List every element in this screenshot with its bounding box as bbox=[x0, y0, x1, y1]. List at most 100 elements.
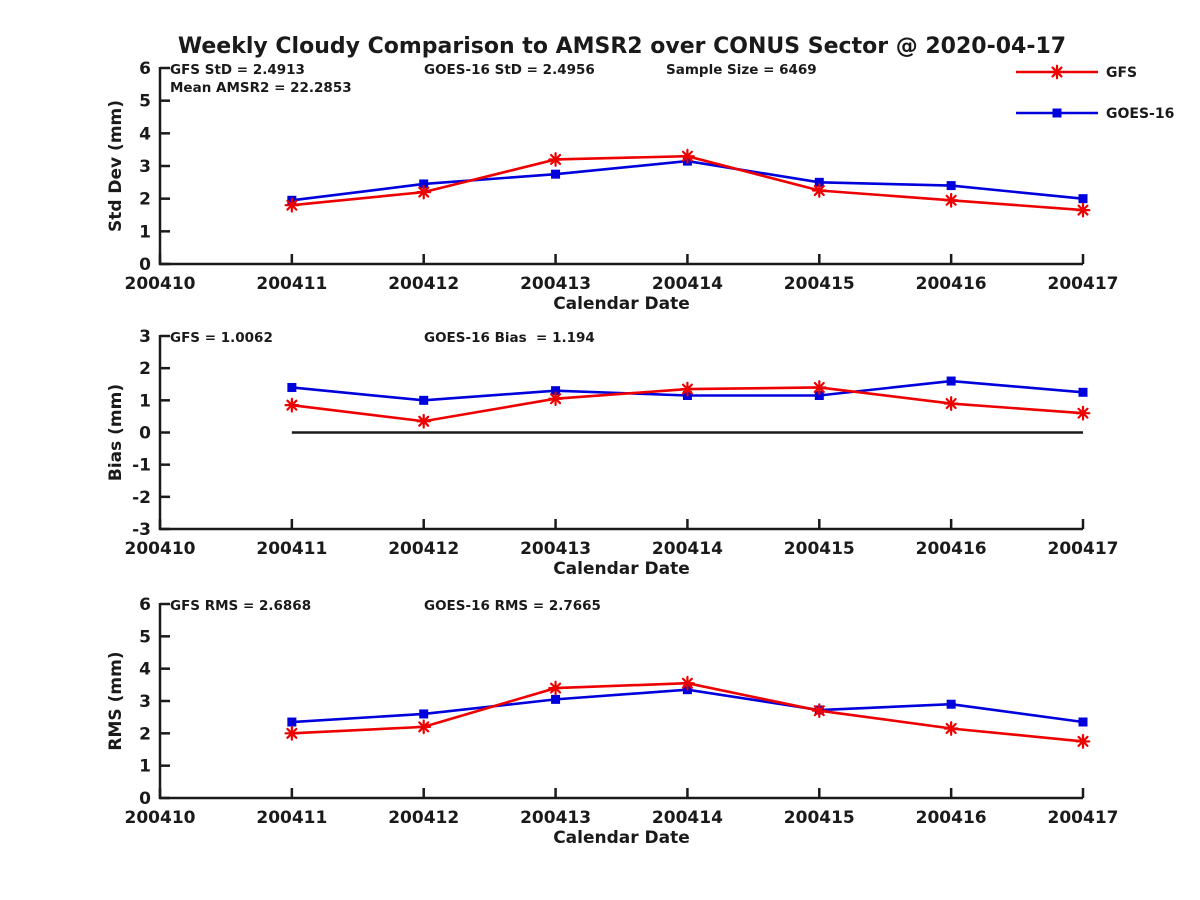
x-tick-label: 200411 bbox=[256, 808, 327, 828]
asterisk-marker-arm bbox=[681, 150, 693, 162]
x-tick-label: 200417 bbox=[1048, 539, 1119, 559]
asterisk-marker-arm bbox=[813, 705, 825, 717]
gfs-marker bbox=[811, 703, 827, 719]
asterisk-marker-arm bbox=[550, 682, 562, 694]
y-tick-label: 0 bbox=[139, 255, 151, 275]
annotation: GOES-16 Bias = 1.194 bbox=[424, 330, 595, 346]
x-axis-label: Calendar Date bbox=[553, 828, 690, 848]
x-tick-label: 200415 bbox=[784, 808, 855, 828]
x-tick-label: 200416 bbox=[916, 274, 987, 294]
legend: GFS GOES-16 bbox=[1016, 64, 1174, 122]
goes-16-line bbox=[291, 688, 1084, 724]
goes-16-marker bbox=[419, 179, 429, 189]
gfs-marker bbox=[1075, 405, 1091, 421]
gfs-marker bbox=[943, 396, 959, 411]
y-tick-label: 0 bbox=[139, 789, 151, 809]
goes-16-marker bbox=[1078, 387, 1088, 397]
asterisk-marker-arm bbox=[681, 383, 693, 395]
gfs-marker bbox=[284, 197, 300, 213]
y-tick-label: 2 bbox=[139, 724, 151, 744]
goes-16-marker bbox=[946, 181, 956, 191]
asterisk-marker-arm bbox=[813, 381, 825, 394]
goes-16-marker bbox=[814, 391, 824, 401]
x-tick-label: 200412 bbox=[388, 274, 459, 294]
y-tick-label: 0 bbox=[139, 424, 151, 444]
gfs-marker bbox=[416, 719, 432, 735]
goes-16-marker bbox=[419, 709, 429, 719]
legend-marker bbox=[1049, 64, 1065, 80]
asterisk-marker-arm bbox=[1077, 735, 1089, 747]
gfs-marker bbox=[1075, 734, 1091, 749]
square-marker-shape bbox=[419, 179, 429, 189]
y-tick-label: 1 bbox=[139, 222, 151, 242]
x-tick-label: 200411 bbox=[256, 539, 327, 559]
asterisk-marker-arm bbox=[286, 399, 298, 411]
square-marker-shape bbox=[551, 694, 561, 704]
page-title: Weekly Cloudy Comparison to AMSR2 over C… bbox=[178, 34, 1066, 59]
gfs-marker bbox=[284, 397, 300, 413]
y-axis-label: Bias (mm) bbox=[106, 384, 126, 481]
gfs-marker bbox=[548, 680, 563, 696]
square-marker-shape bbox=[551, 386, 561, 396]
square-marker-shape bbox=[946, 181, 956, 191]
square-marker-shape bbox=[946, 376, 956, 386]
gfs-marker bbox=[680, 675, 695, 691]
goes-16-marker bbox=[946, 376, 956, 386]
square-marker-shape bbox=[1078, 387, 1088, 397]
x-tick-label: 200413 bbox=[520, 274, 591, 294]
asterisk-marker-arm bbox=[945, 194, 957, 206]
y-tick-label: 5 bbox=[139, 627, 151, 647]
square-marker-shape bbox=[814, 391, 824, 401]
x-tick-label: 200413 bbox=[520, 808, 591, 828]
legend-item-gfs: GFS bbox=[1016, 64, 1137, 81]
x-tick-label: 200415 bbox=[784, 539, 855, 559]
asterisk-marker-arm bbox=[945, 722, 957, 735]
subplot-std-dev: 0 1 2 3 4 5 6 200410 200411 200412 200413 200414 200… bbox=[106, 59, 1118, 314]
x-tick-label: 200410 bbox=[125, 808, 196, 828]
x-tick-label: 200416 bbox=[916, 808, 987, 828]
gfs-marker bbox=[811, 380, 827, 395]
legend-marker bbox=[1052, 108, 1062, 118]
y-tick-label: -3 bbox=[132, 520, 151, 540]
goes-16-marker bbox=[946, 699, 956, 709]
square-marker-shape bbox=[946, 699, 956, 709]
asterisk-marker-arm bbox=[1077, 407, 1089, 419]
y-tick-label: 6 bbox=[139, 595, 151, 615]
asterisk-marker-arm bbox=[418, 721, 430, 733]
gfs-marker bbox=[811, 183, 827, 198]
x-tick-label: 200411 bbox=[256, 274, 327, 294]
y-tick-label: 4 bbox=[139, 660, 151, 680]
annotation: GOES-16 StD = 2.4956 bbox=[424, 62, 595, 78]
goes-16-marker bbox=[1078, 194, 1088, 204]
gfs-marker bbox=[548, 152, 563, 167]
asterisk-marker-arm bbox=[681, 677, 693, 689]
asterisk-marker-arm bbox=[1051, 66, 1063, 78]
axis-frame bbox=[158, 67, 1083, 266]
y-tick-label: 2 bbox=[139, 190, 151, 210]
goes-16-marker bbox=[551, 694, 561, 704]
annotation: GOES-16 RMS = 2.7665 bbox=[424, 598, 601, 614]
x-tick-label: 200412 bbox=[388, 539, 459, 559]
x-tick-label: 200414 bbox=[652, 539, 723, 559]
y-axis-label: RMS (mm) bbox=[106, 651, 126, 750]
y-tick-label: -2 bbox=[132, 488, 151, 508]
gfs-marker bbox=[416, 413, 432, 429]
square-marker-shape bbox=[1078, 194, 1088, 204]
x-tick-label: 200410 bbox=[125, 274, 196, 294]
asterisk-marker-arm bbox=[418, 415, 430, 427]
y-tick-label: 3 bbox=[139, 157, 151, 177]
asterisk-marker-arm bbox=[550, 153, 562, 166]
annotation: Mean AMSR2 = 22.2853 bbox=[170, 80, 352, 96]
legend-label: GOES-16 bbox=[1106, 106, 1174, 122]
gfs-marker bbox=[680, 148, 695, 164]
asterisk-marker-arm bbox=[286, 727, 298, 739]
subplot-bias: -3 -2 -1 0 1 2 3 200410 200411 200412 200413 200414… bbox=[106, 327, 1118, 579]
asterisk-marker-arm bbox=[1077, 204, 1089, 216]
y-tick-label: 2 bbox=[139, 359, 151, 379]
x-tick-label: 200414 bbox=[652, 274, 723, 294]
y-tick-label: 1 bbox=[139, 757, 151, 777]
x-tick-label: 200413 bbox=[520, 539, 591, 559]
x-tick-label: 200417 bbox=[1048, 808, 1119, 828]
